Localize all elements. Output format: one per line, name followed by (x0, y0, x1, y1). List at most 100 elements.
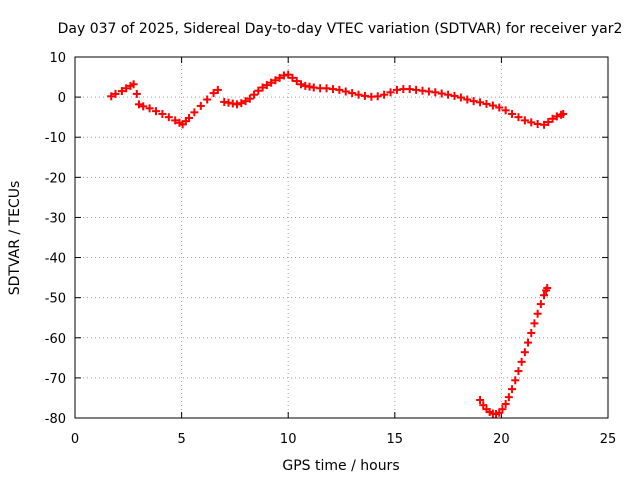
data-point (450, 91, 459, 100)
x-axis-label: GPS time / hours (282, 458, 399, 474)
data-point (504, 393, 513, 402)
series-main-band (107, 70, 568, 129)
y-tick-label: -10 (45, 131, 66, 146)
data-point (164, 113, 173, 122)
data-point (145, 104, 154, 113)
data-point (139, 102, 148, 111)
data-point (245, 94, 254, 103)
data-point (533, 309, 542, 318)
chart-title: Day 037 of 2025, Sidereal Day-to-day VTE… (58, 21, 623, 37)
data-point (444, 90, 453, 99)
data-point (476, 395, 485, 404)
plot-frame (74, 56, 609, 419)
data-point (488, 101, 497, 110)
data-point (543, 284, 552, 293)
data-point (354, 90, 363, 99)
data-point (482, 99, 491, 108)
y-tick-label: -80 (45, 412, 66, 427)
y-tick-label: -30 (45, 211, 66, 226)
y-tick-label: -60 (45, 332, 66, 347)
data-point (511, 376, 520, 385)
data-point (463, 95, 472, 104)
data-point (386, 88, 395, 97)
data-point (469, 97, 478, 106)
series-spur-band (476, 284, 552, 418)
data-point (476, 98, 485, 107)
x-tick-label: 5 (177, 432, 185, 447)
data-point (122, 84, 131, 93)
data-point (267, 78, 276, 87)
data-point (284, 70, 293, 79)
data-point (501, 106, 510, 115)
x-tick-label: 25 (600, 432, 617, 447)
data-point (501, 399, 510, 408)
x-tick-label: 0 (71, 432, 79, 447)
data-point (292, 77, 301, 86)
y-tick-label: 10 (49, 51, 66, 66)
data-point (431, 88, 440, 97)
data-point (254, 86, 263, 95)
x-tick-label: 15 (387, 432, 404, 447)
data-point (540, 120, 549, 129)
data-point (520, 116, 529, 125)
data-point (508, 385, 517, 394)
data-point (111, 89, 120, 98)
data-point (348, 89, 357, 98)
data-point (495, 103, 504, 112)
y-tick-label: -40 (45, 252, 66, 267)
data-point (241, 97, 250, 106)
data-point (196, 101, 205, 110)
data-point (107, 92, 116, 101)
data-point (237, 99, 246, 108)
data-point (209, 89, 218, 98)
data-point (129, 80, 138, 89)
data-point (514, 113, 523, 122)
data-point (514, 367, 523, 376)
data-point (233, 100, 242, 109)
data-point (262, 81, 271, 90)
data-point (275, 73, 284, 82)
data-point (185, 113, 194, 122)
data-point (437, 89, 446, 98)
data-point (527, 328, 536, 337)
data-point (213, 85, 222, 94)
data-point (335, 85, 344, 94)
data-point (498, 405, 507, 414)
data-point (479, 401, 488, 410)
data-point (373, 92, 382, 101)
data-point (544, 117, 553, 126)
data-point (559, 109, 568, 118)
data-point (530, 319, 539, 328)
y-tick-label: 0 (58, 91, 66, 106)
data-point (152, 107, 161, 116)
y-axis-label: SDTVAR / TECUs (7, 181, 23, 296)
data-point (258, 83, 267, 92)
data-point (288, 73, 297, 82)
data-point (203, 95, 212, 104)
data-point (524, 338, 533, 347)
data-point (508, 109, 517, 118)
y-tick-label: -20 (45, 171, 66, 186)
data-point (158, 109, 167, 118)
y-tick-label: -70 (45, 372, 66, 387)
data-point (250, 90, 259, 99)
data-point (134, 100, 143, 109)
data-point (540, 291, 549, 300)
data-point (456, 93, 465, 102)
data-point (271, 76, 280, 85)
x-tick-label: 10 (280, 432, 297, 447)
data-point (190, 108, 199, 117)
x-tick-labels: 0 5 10 15 20 25 (71, 432, 616, 447)
data-point (380, 90, 389, 99)
data-point (536, 300, 545, 309)
data-point (171, 116, 180, 125)
grid (75, 57, 608, 418)
y-tick-labels: -80 -70 -60 -50 -40 -30 -20 -10 0 10 (45, 51, 66, 427)
x-tick-label: 20 (493, 432, 510, 447)
data-point (552, 112, 561, 121)
data-point (132, 89, 141, 98)
data-point (527, 118, 536, 127)
data-point (341, 87, 350, 96)
data-point (117, 87, 126, 96)
